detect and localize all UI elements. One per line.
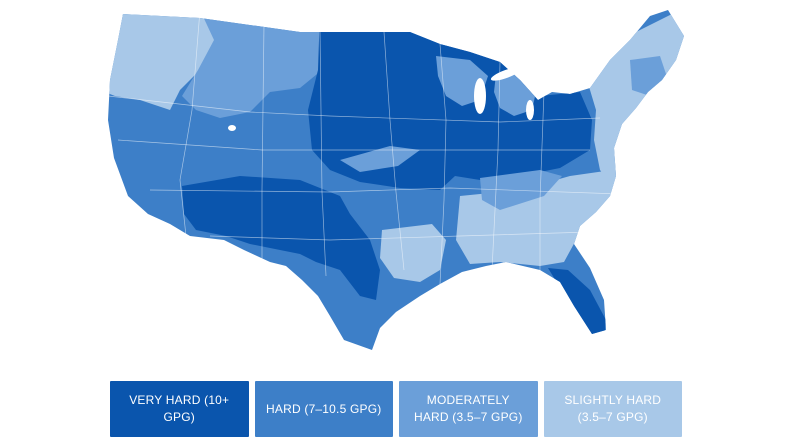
legend-label-hard: HARD (7–10.5 GPG) (266, 401, 382, 416)
us-hardness-regions (108, 10, 684, 350)
legend-label-slightly-hard: SLIGHTLY HARD (3.5–7 GPG) (564, 393, 662, 424)
legend-label-moderately-hard: MODERATELY HARD (3.5–7 GPG) (413, 393, 523, 424)
legend-item-hard[interactable]: HARD (7–10.5 GPG) (254, 381, 393, 437)
lakes (228, 67, 534, 131)
legend-item-slightly-hard[interactable]: SLIGHTLY HARD (3.5–7 GPG) (543, 381, 682, 437)
region-moderately-hard-tennessee (480, 170, 562, 210)
region-very-hard-great-plains (308, 10, 592, 190)
region-moderately-hard-northern-rockies (182, 10, 322, 118)
region-slightly-hard-arkansas (380, 224, 446, 282)
legend-item-very-hard[interactable]: VERY HARD (10+ GPG) (110, 381, 249, 437)
water-hardness-map (108, 10, 684, 350)
region-very-hard-southwest (182, 176, 380, 300)
region-slightly-hard-northwest (108, 10, 215, 110)
legend: VERY HARD (10+ GPG) HARD (7–10.5 GPG) MO… (110, 381, 682, 437)
region-very-hard-florida (548, 268, 606, 340)
legend-label-very-hard: VERY HARD (10+ GPG) (129, 393, 230, 424)
region-moderately-hard-nebraska (340, 146, 420, 172)
legend-item-moderately-hard[interactable]: MODERATELY HARD (3.5–7 GPG) (399, 381, 538, 437)
state-borders (108, 10, 621, 285)
